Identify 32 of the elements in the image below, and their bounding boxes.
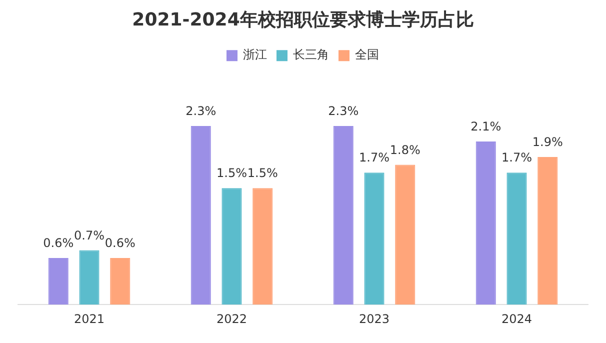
x-tick-label: 2021 bbox=[74, 312, 105, 326]
bar bbox=[48, 258, 68, 305]
data-label: 0.6% bbox=[104, 236, 136, 250]
data-label: 1.9% bbox=[532, 135, 563, 150]
bar bbox=[395, 164, 416, 305]
bar bbox=[506, 172, 527, 305]
data-label: 1.8% bbox=[390, 142, 420, 157]
bar bbox=[364, 172, 384, 305]
data-label: 1.5% bbox=[216, 166, 247, 180]
data-label: 0.6% bbox=[43, 236, 74, 250]
bar bbox=[110, 258, 130, 305]
data-label: 1.5% bbox=[247, 166, 278, 180]
legend-label: 全国 bbox=[355, 48, 379, 62]
chart-title: 2021-2024年校招职位要求博士学历占比 bbox=[132, 9, 474, 30]
bar bbox=[538, 157, 558, 305]
bar bbox=[79, 250, 100, 305]
bar bbox=[333, 126, 354, 305]
legend-label: 浙江 bbox=[243, 48, 267, 62]
bar bbox=[222, 188, 242, 305]
data-label: 1.7% bbox=[359, 150, 390, 165]
x-tick-label: 2023 bbox=[358, 312, 390, 326]
data-label: 2.1% bbox=[470, 120, 502, 134]
bar bbox=[252, 188, 273, 305]
x-tick-label: 2024 bbox=[501, 312, 532, 326]
data-label: 2.3% bbox=[186, 104, 216, 118]
data-label: 0.7% bbox=[74, 228, 104, 242]
bar bbox=[476, 142, 496, 305]
data-label: 2.3% bbox=[328, 104, 359, 118]
legend-label: 长三角 bbox=[293, 48, 329, 62]
data-label: 1.7% bbox=[502, 150, 532, 165]
bar bbox=[190, 126, 211, 305]
x-tick-label: 2022 bbox=[216, 312, 248, 326]
